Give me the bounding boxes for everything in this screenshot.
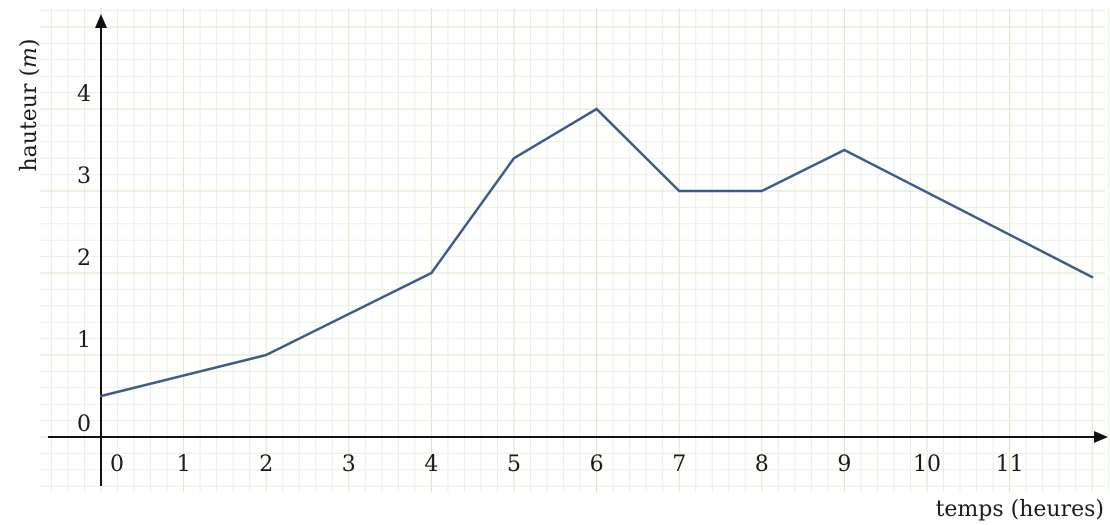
data-point [1091, 275, 1094, 279]
y-tick-label: 0 [77, 412, 91, 437]
axes [48, 14, 1108, 486]
y-axis-title-text: hauteur ( [17, 68, 42, 172]
series-layer [99, 107, 1094, 398]
data-point [760, 189, 763, 193]
y-tick-label: 4 [77, 82, 91, 107]
x-tick-label: 9 [837, 452, 851, 477]
x-tick-label: 2 [259, 452, 273, 477]
data-point [430, 271, 433, 275]
tick-labels: 0 1 2 3 4 5 6 7 8 9 10 11 0 1 2 3 4 [77, 82, 1024, 477]
data-point [99, 394, 103, 398]
x-tick-label: 11 [996, 452, 1024, 477]
y-tick-label: 3 [77, 164, 91, 189]
y-tick-label: 2 [77, 246, 91, 271]
x-tick-label: 6 [590, 452, 604, 477]
x-tick-label: 8 [755, 452, 769, 477]
data-point [678, 189, 681, 193]
y-tick-label: 1 [77, 328, 91, 353]
data-point [512, 157, 516, 160]
x-tick-label: 3 [342, 452, 356, 477]
y-axis-arrow [95, 14, 107, 28]
x-axis-arrow [1094, 431, 1108, 443]
x-tick-label: 4 [424, 452, 438, 477]
x-tick-label: 10 [913, 452, 941, 477]
x-tick-label: 1 [177, 452, 191, 477]
y-axis-title-unit: m [17, 47, 42, 68]
x-tick-label: 7 [672, 452, 686, 477]
x-tick-label: 5 [507, 452, 521, 477]
x-axis-title: temps (heures) [936, 497, 1104, 522]
y-axis-title: hauteur (m) [17, 38, 42, 171]
grid [40, 8, 1110, 492]
data-point [265, 353, 268, 357]
x-tick-label: 0 [110, 452, 124, 477]
y-axis-title-close: ) [17, 38, 42, 47]
data-point [595, 107, 598, 111]
data-point [843, 148, 846, 152]
